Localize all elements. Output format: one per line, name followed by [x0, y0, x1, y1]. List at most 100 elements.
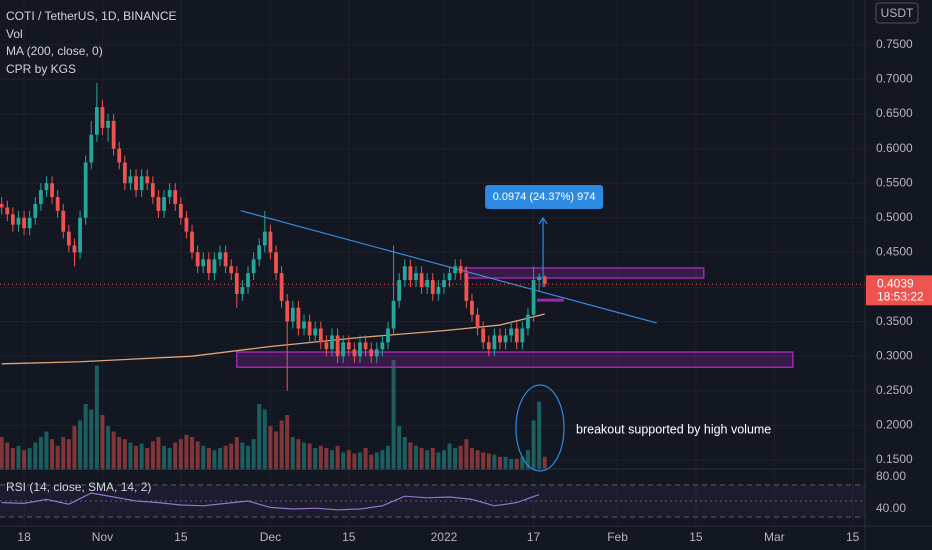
volume-bar [167, 448, 172, 470]
candle-body [89, 134, 94, 163]
volume-bar [413, 445, 418, 470]
volume-bar [173, 442, 178, 470]
candle-body [498, 335, 502, 343]
zone-box [464, 267, 705, 279]
candle-body [537, 276, 542, 281]
volume-bar [430, 448, 435, 470]
volume-bar [525, 450, 530, 470]
measure-box [485, 185, 604, 210]
candle-body [346, 342, 351, 350]
y-tick-label: 0.7000 [876, 72, 913, 86]
x-tick-label: 15 [174, 530, 188, 544]
candle-body [279, 273, 284, 301]
candle-body [167, 190, 172, 198]
currency-label: USDT [881, 6, 914, 20]
volume-bar [385, 445, 390, 470]
candle-body [128, 176, 133, 184]
candle-body [464, 273, 469, 301]
volume-bar [27, 448, 32, 470]
volume-bar [218, 448, 223, 470]
candle-body [324, 342, 329, 350]
y-tick-label: 0.6500 [876, 106, 913, 120]
candle-body [212, 259, 217, 274]
candle-body [503, 335, 508, 343]
volume-bar [458, 445, 463, 470]
volume-bar [402, 437, 407, 470]
candle-body [246, 273, 250, 287]
candle-body [240, 286, 245, 294]
candle-body [44, 183, 49, 191]
volume-bar [66, 439, 71, 470]
y-tick-label: 0.1500 [876, 452, 913, 466]
candle-body [206, 259, 211, 274]
volume-bar [55, 445, 60, 470]
volume-bar [307, 443, 312, 470]
volume-bar [94, 365, 99, 470]
volume-bar [201, 445, 206, 470]
candle-body [139, 176, 144, 191]
x-tick-label: 18 [17, 530, 31, 544]
y-tick-label: 0.7500 [876, 37, 913, 51]
candle-body [447, 273, 452, 281]
volume-bar [257, 404, 262, 470]
volume-bar [274, 431, 279, 470]
volume-bar [22, 450, 27, 470]
candle-body [514, 328, 519, 343]
candle-body [296, 307, 301, 329]
chart-title: COTI / TetherUS, 1D, BINANCE [6, 9, 177, 23]
candle-body [195, 252, 200, 267]
y-tick-label: 0.3500 [876, 314, 913, 328]
candle-body [27, 217, 32, 229]
currency-badge[interactable] [875, 2, 919, 24]
y-tick-label: 0.4500 [876, 245, 913, 259]
volume-bar [83, 404, 88, 470]
volume-bar [397, 426, 402, 470]
volume-bar [38, 437, 43, 470]
candle-body [419, 273, 424, 287]
volume-bar [262, 409, 267, 470]
volume-bar [150, 441, 155, 470]
candle-body [453, 266, 458, 274]
volume-bar [357, 452, 362, 470]
candle-body [262, 231, 267, 246]
candle-body [380, 342, 385, 350]
candle-body [313, 328, 318, 336]
volume-bar [453, 448, 458, 470]
indicator-label: CPR by KGS [6, 62, 76, 76]
candle-body [218, 252, 222, 260]
candle-body [94, 107, 99, 135]
volume-bar [190, 437, 195, 470]
x-tick-label: 2022 [431, 530, 458, 544]
countdown-label: 18:53:22 [877, 289, 924, 303]
volume-bar [531, 420, 536, 470]
candle-body [397, 280, 402, 301]
candle-body [481, 328, 486, 343]
volume-bar [537, 401, 542, 470]
volume-bar [156, 437, 161, 470]
candle-body [509, 328, 514, 336]
volume-bar [212, 450, 217, 470]
volume-bar [520, 456, 525, 470]
volume-bar [162, 445, 167, 470]
last-price-label: 0.4039 [877, 276, 914, 290]
candle-body [100, 107, 105, 128]
candle-body [145, 176, 150, 184]
rsi-tick-label: 80.00 [876, 469, 906, 483]
candle-body [436, 286, 441, 294]
volume-bar [122, 439, 127, 470]
volume-bar [106, 426, 111, 470]
candle-body [66, 231, 71, 246]
measure-label: 0.0974 (24.37%) 974 [493, 191, 596, 203]
candle-body [425, 280, 430, 287]
volume-bar [514, 459, 519, 470]
volume-bar [302, 442, 307, 470]
candle-body [72, 245, 77, 253]
indicator-label: MA (200, close, 0) [6, 44, 103, 58]
candle-body [33, 203, 38, 218]
y-tick-label: 0.2500 [876, 383, 913, 397]
volume-bar [492, 454, 497, 470]
volume-bar [469, 448, 474, 470]
candle-body [106, 120, 110, 128]
volume-bar [475, 450, 480, 470]
candle-body [190, 231, 194, 253]
